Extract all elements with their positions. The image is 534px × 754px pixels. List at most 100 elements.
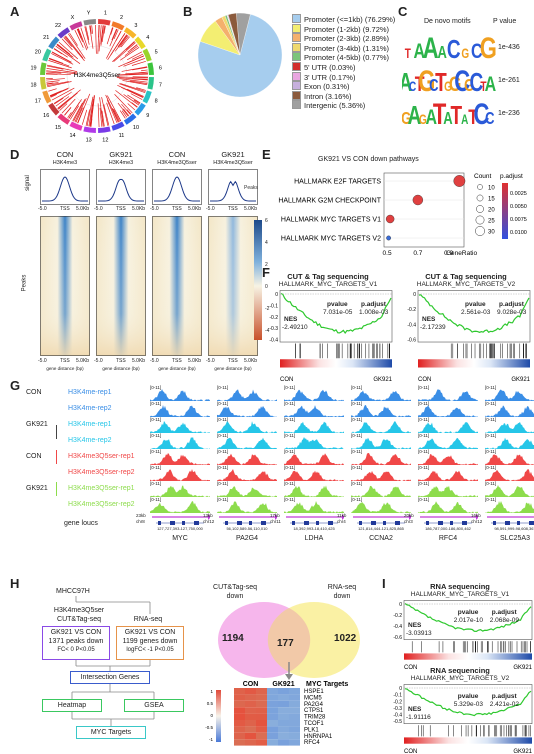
gsea-padj-label: p.adjust <box>492 693 517 700</box>
gsea-padj-label: p.adjust <box>492 609 517 616</box>
locus-size: 11kb <box>337 513 346 518</box>
circos-segment-5 <box>143 48 152 61</box>
dotplot-count-legend-label: 20 <box>488 208 495 214</box>
gsea-rank-bar <box>404 737 532 743</box>
gene-exon <box>450 521 453 525</box>
gsea-ytick: -0.6 <box>407 338 416 344</box>
heatmap-xlabel: gene distance (bp) <box>96 366 146 371</box>
pie-legend-swatch <box>292 33 301 42</box>
gsea-ytick: -0.2 <box>393 613 402 619</box>
track-signal <box>485 420 534 433</box>
heatmap <box>208 216 258 356</box>
track-signal-area <box>217 469 277 481</box>
circos-spike <box>56 46 80 64</box>
gsea-left-label: CON <box>280 377 293 382</box>
track-signal-area <box>418 454 478 465</box>
locus-size: 17kb <box>270 513 280 518</box>
gene-model <box>418 513 478 525</box>
gene-model <box>485 513 534 525</box>
circos-segment-2 <box>111 21 124 30</box>
track-signal <box>284 436 344 449</box>
track-signal-area <box>485 501 534 513</box>
profile-line <box>42 177 88 201</box>
dotplot-count-legend-title: Count <box>474 173 492 180</box>
circos-segment-6 <box>147 62 154 75</box>
heatmap-cell <box>256 707 267 713</box>
gsea-padj-label: p.adjust <box>499 301 524 308</box>
circos-segment-11 <box>111 122 124 131</box>
heatmap-cell <box>267 720 278 726</box>
heatmap-cell <box>256 726 267 732</box>
gene-exon <box>517 521 520 525</box>
gene-exon <box>505 521 510 525</box>
dotplot-category: HALLMARK MYC TARGETS V1 <box>281 217 381 224</box>
heatmap-cell <box>245 726 256 732</box>
track-signal <box>418 484 478 497</box>
chromosome-label-5: 5 <box>155 50 158 56</box>
profile-line <box>98 179 144 201</box>
gsea-ytick: -0.4 <box>407 322 416 328</box>
circos-spike <box>120 83 145 91</box>
gene-exon <box>182 521 185 525</box>
chromosome-label-10: 10 <box>133 125 139 131</box>
motif-letter: A <box>423 31 439 65</box>
heatmap-gene-label: TCOF1 <box>304 721 324 727</box>
heatmap-cell <box>267 707 278 713</box>
profile-xtick: -5.0 <box>94 206 103 212</box>
pie-legend-item: 5' UTR (0.03%) <box>292 62 355 72</box>
heatmap-gene-label: PA2G4 <box>304 702 324 708</box>
circos-spike <box>82 110 87 125</box>
track-signal-area <box>217 389 277 401</box>
circos-segment-13 <box>83 126 96 133</box>
venn-left-title-2: down <box>200 593 270 600</box>
gsea-right-label: GK921 <box>373 377 392 382</box>
track-signal-area <box>418 389 478 401</box>
gsea-ytick: -0.4 <box>393 624 402 630</box>
gene-exon <box>316 521 319 525</box>
gsea-rank-bar <box>280 359 392 367</box>
locus-coords: 186,787,000-186,800,462 <box>418 526 478 531</box>
heatmap-xtick: TSS <box>116 358 126 364</box>
heatmap-cell <box>245 694 256 700</box>
pie-legend-item: Exon (0.31%) <box>292 81 349 91</box>
heatmap-cell <box>245 714 256 720</box>
track-signal-area <box>351 391 411 401</box>
gsea-pvalue-label: pvalue <box>458 693 479 700</box>
heatmap-cell <box>256 739 267 745</box>
gene-model <box>284 513 344 525</box>
heatmap <box>40 216 90 356</box>
dotplot-point <box>386 236 390 240</box>
track-signal <box>150 404 210 417</box>
heatmap-cell <box>289 720 300 726</box>
pie-legend-swatch <box>292 81 301 90</box>
heatmap-gene-label: HNRNPA1 <box>304 734 333 740</box>
locus-chr: chr11 <box>270 519 281 524</box>
heatmap-cell <box>256 714 267 720</box>
track-signal-area <box>351 405 411 417</box>
flow-connectors <box>14 580 204 750</box>
track-label: H3K4me-rep2 <box>68 437 112 444</box>
heatmap-cell <box>234 720 245 726</box>
circos-center-label: H3K4me3Q5ser <box>74 72 121 79</box>
dotplot-frame <box>384 173 464 247</box>
heatmap-cell <box>289 701 300 707</box>
heatmap-cell <box>256 720 267 726</box>
track-signal-area <box>217 501 277 513</box>
track-label: H3K4me-rep1 <box>68 389 112 396</box>
track-signal-area <box>485 405 534 417</box>
gsea-ytick: -0.1 <box>269 303 278 309</box>
pie-legend-item: Promoter (2-3kb) (2.89%) <box>292 33 389 43</box>
dotplot-count-legend-label: 30 <box>488 230 495 236</box>
profile-frame <box>41 170 90 205</box>
track-signal <box>485 500 534 513</box>
panel-label-d: D <box>10 147 19 162</box>
motif-letter: G <box>480 31 497 65</box>
track-signal <box>485 484 534 497</box>
gsea-ytick: -0.4 <box>269 338 278 344</box>
track-group-label: GK921 <box>26 485 48 492</box>
pie-legend-swatch <box>292 24 301 33</box>
gene-exon <box>261 521 266 525</box>
track-signal-area <box>150 389 210 401</box>
